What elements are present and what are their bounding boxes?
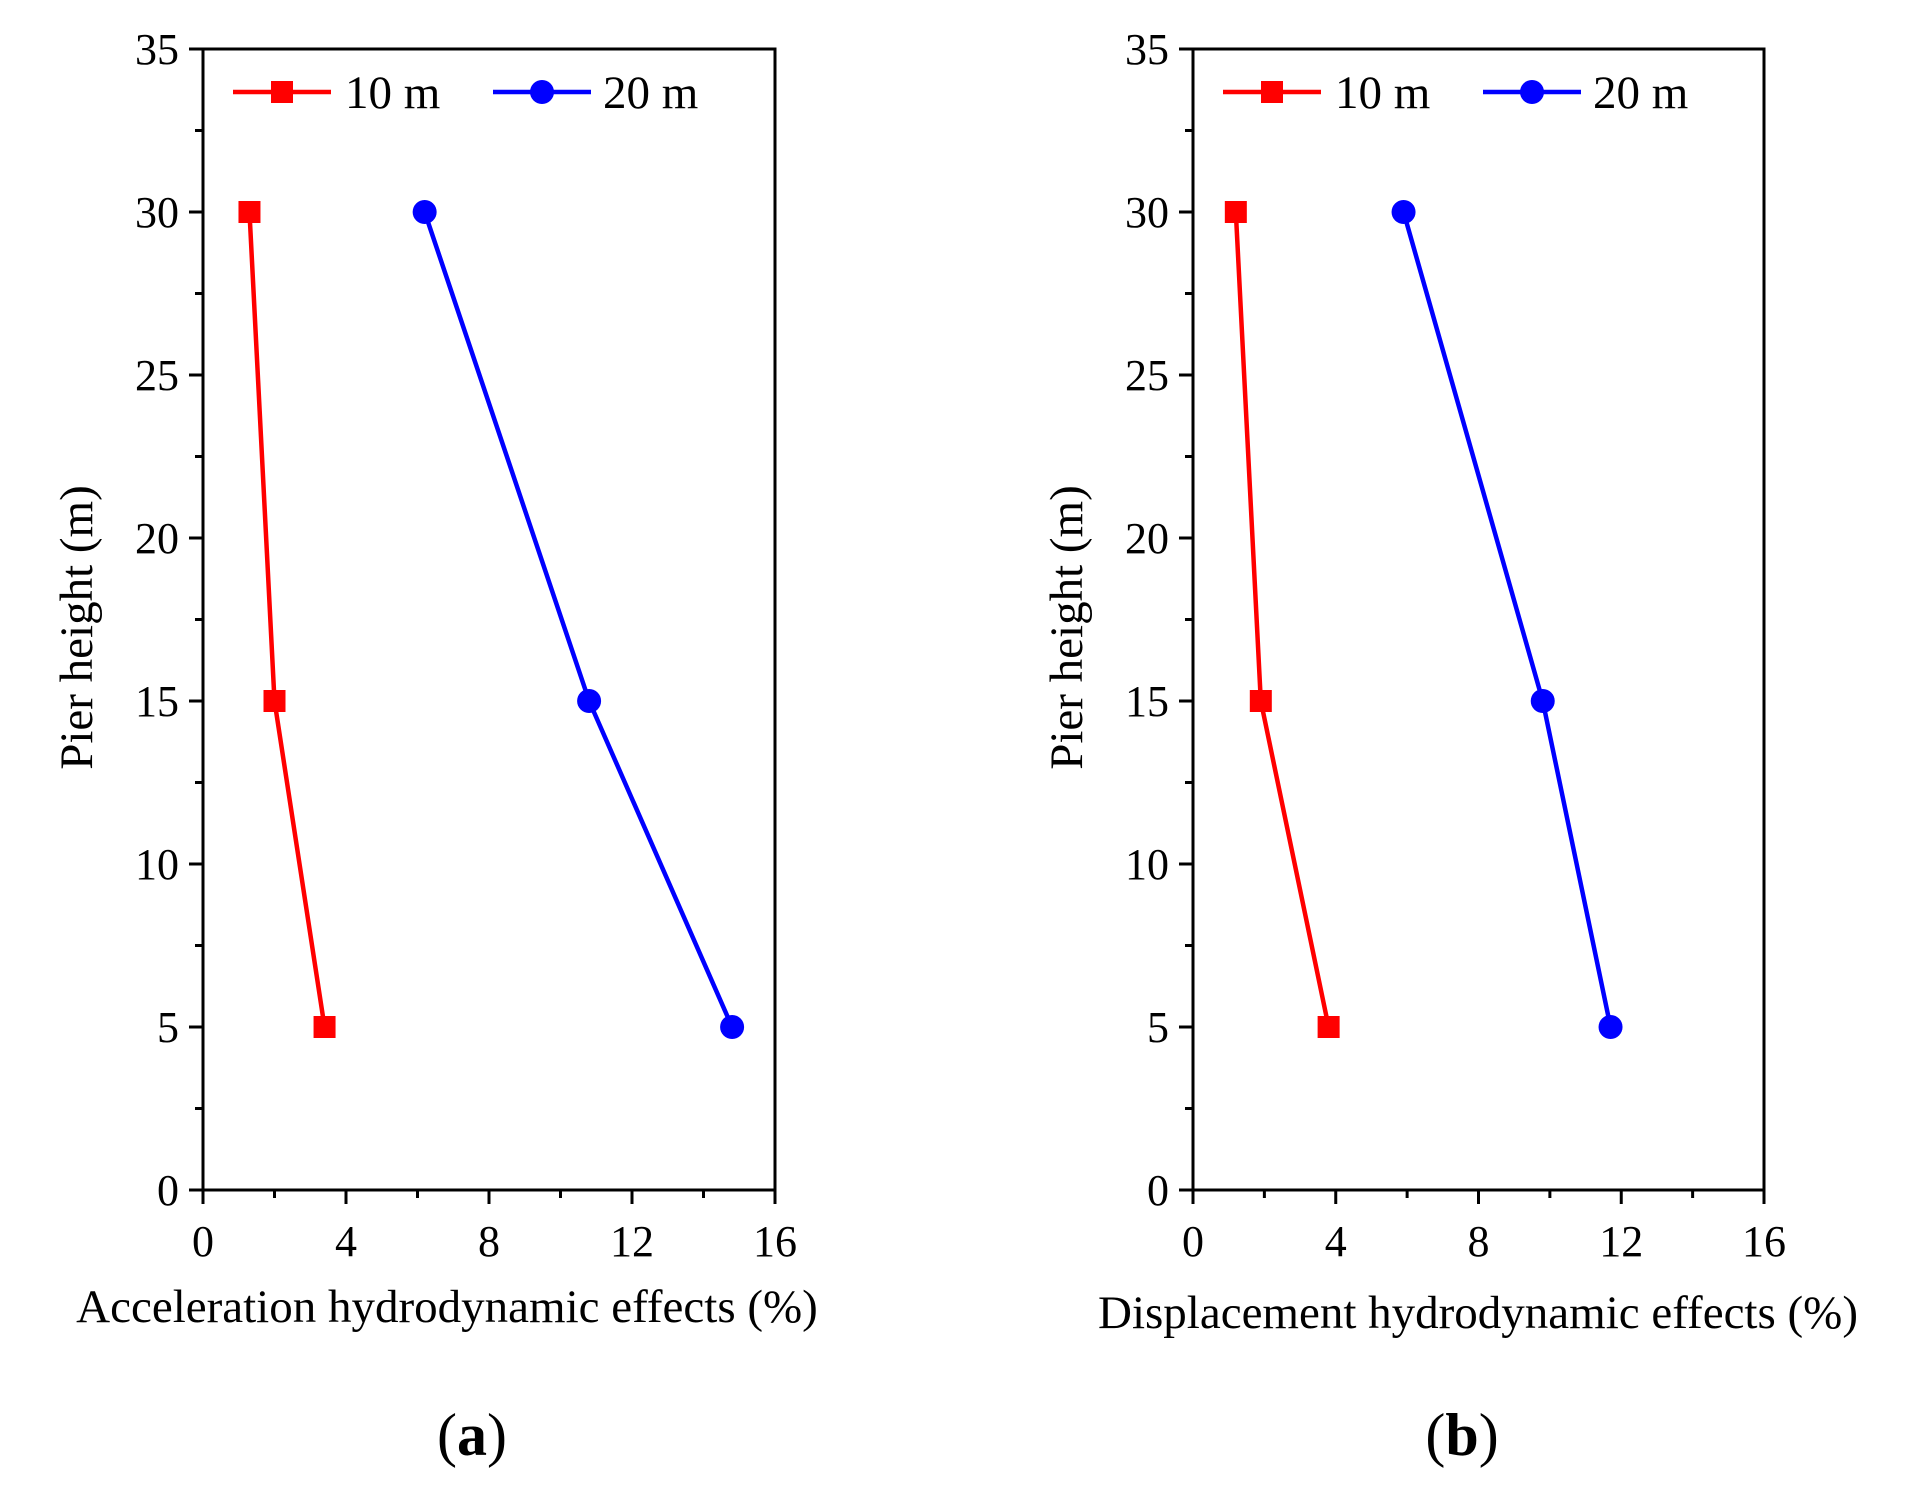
x-axis-label: Displacement hydrodynamic effects (%) — [1098, 1287, 1858, 1339]
y-axis-label: Pier height (m) — [1041, 485, 1093, 770]
data-point — [720, 1015, 745, 1039]
y-tick-label: 30 — [1125, 188, 1169, 237]
data-point — [577, 689, 602, 713]
x-tick-label: 16 — [1742, 1217, 1786, 1266]
x-tick-label: 8 — [1468, 1217, 1490, 1266]
data-point — [412, 200, 437, 224]
y-tick-label: 35 — [135, 25, 179, 74]
y-tick-label: 25 — [1125, 351, 1169, 400]
legend-item: 20 m — [1483, 67, 1688, 119]
x-tick-label: 4 — [1325, 1217, 1347, 1266]
chart-panel-a: 0 5 10 15 20 25 30 35 0 4 8 12 16 Acceleration hydrod… — [51, 25, 818, 1468]
panel-label: (b) — [1425, 1402, 1498, 1468]
data-point — [1598, 1015, 1623, 1039]
legend-item: 10 m — [1223, 67, 1430, 119]
x-tick-label: 4 — [335, 1217, 357, 1266]
data-point — [1317, 1016, 1340, 1038]
y-tick-label: 20 — [1125, 514, 1169, 563]
legend-marker — [530, 80, 554, 104]
y-tick-label: 15 — [1125, 677, 1169, 726]
data-point — [238, 201, 261, 223]
x-tick-label: 8 — [478, 1217, 500, 1266]
data-point — [1530, 689, 1555, 713]
y-tick-label: 5 — [1147, 1003, 1169, 1052]
y-tick-label: 5 — [157, 1003, 179, 1052]
legend-label: 20 m — [1593, 67, 1688, 119]
x-axis-label: Acceleration hydrodynamic effects (%) — [76, 1281, 818, 1333]
legend-marker — [1520, 80, 1544, 104]
data-point — [263, 690, 286, 712]
legend-marker — [271, 81, 293, 103]
x-tick-label: 12 — [610, 1217, 654, 1266]
x-tick-label: 12 — [1599, 1217, 1643, 1266]
legend-marker — [1261, 81, 1283, 103]
y-axis-label: Pier height (m) — [51, 485, 103, 770]
x-tick-label: 16 — [753, 1217, 797, 1266]
y-tick-label: 25 — [135, 351, 179, 400]
legend-label: 10 m — [1335, 67, 1430, 119]
legend-label: 20 m — [603, 67, 698, 119]
data-point — [1224, 201, 1247, 223]
legend-item: 20 m — [493, 67, 698, 119]
legend-item: 10 m — [233, 67, 440, 119]
y-tick-label: 0 — [1147, 1166, 1169, 1215]
x-tick-label: 0 — [1182, 1217, 1204, 1266]
data-point — [1391, 200, 1416, 224]
y-tick-label: 0 — [157, 1166, 179, 1215]
chart-panel-b: 0 5 10 15 20 25 30 35 0 4 8 12 16 Displacement hydrod… — [1041, 25, 1858, 1468]
y-tick-label: 15 — [135, 677, 179, 726]
data-point — [1249, 690, 1272, 712]
y-tick-label: 35 — [1125, 25, 1169, 74]
y-tick-label: 10 — [135, 840, 179, 889]
legend-label: 10 m — [345, 67, 440, 119]
y-tick-label: 10 — [1125, 840, 1169, 889]
y-tick-label: 20 — [135, 514, 179, 563]
data-point — [313, 1016, 336, 1038]
x-tick-label: 0 — [192, 1217, 214, 1266]
y-tick-label: 30 — [135, 188, 179, 237]
panel-label: (a) — [437, 1402, 507, 1468]
